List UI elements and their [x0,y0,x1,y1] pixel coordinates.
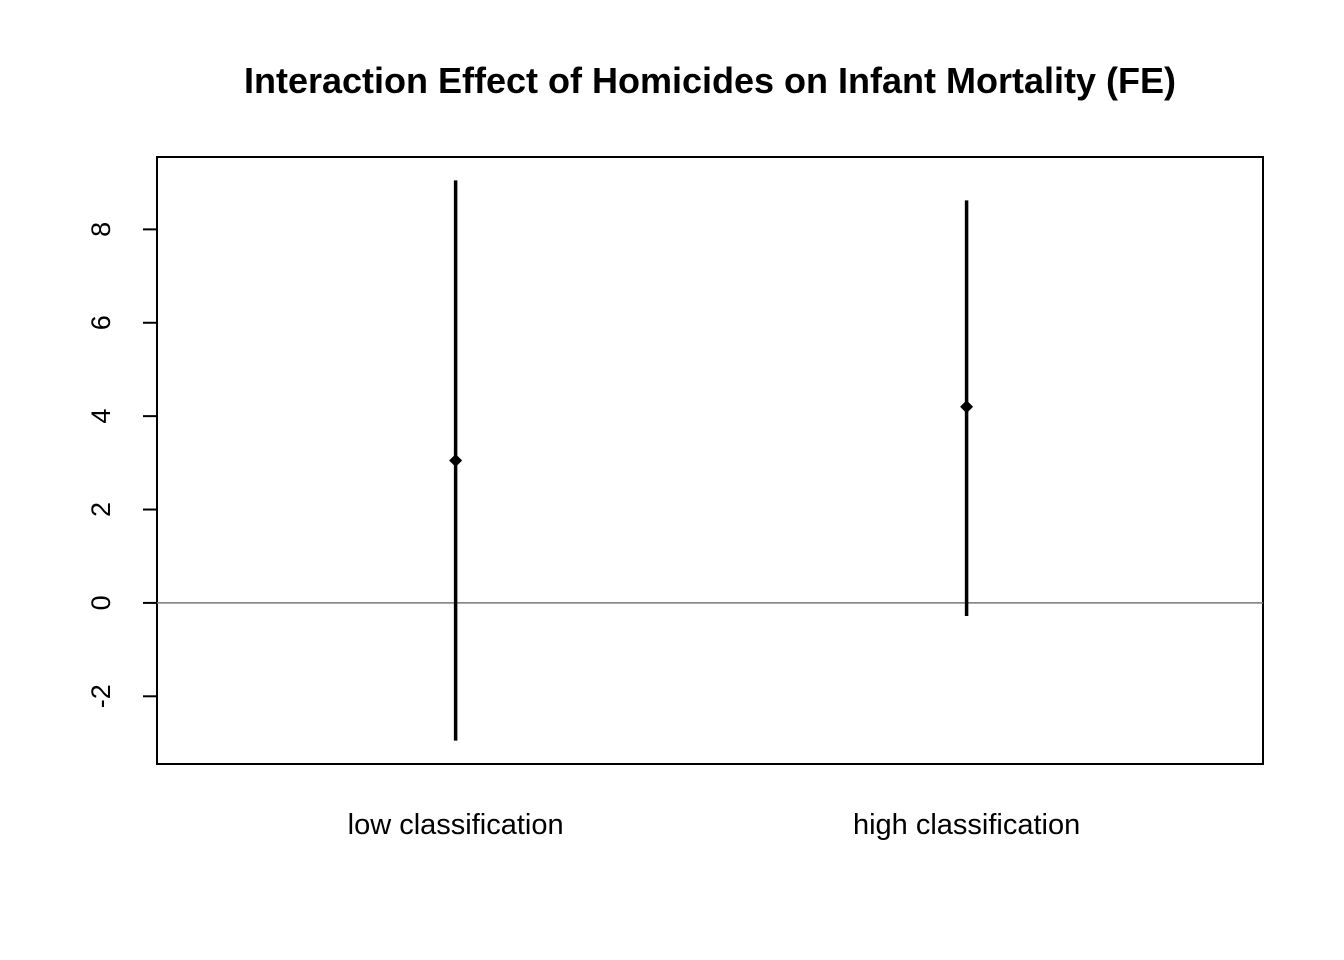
point-estimate-low [449,454,463,467]
category-label: low classification [348,809,564,841]
chart-title: Interaction Effect of Homicides on Infan… [244,60,1176,101]
y-tick-label: 8 [86,222,116,237]
y-tick-label: 0 [86,595,116,610]
point-estimate-high [960,400,974,414]
y-tick-label: 4 [86,409,116,424]
y-tick-label: 2 [86,502,116,517]
y-tick-label: 6 [86,315,116,330]
error-bars [449,180,974,741]
y-axis: -2 0 2 4 6 8 [86,222,158,708]
y-tick-label: -2 [86,684,116,708]
category-label: high classification [853,809,1080,841]
category-labels: low classification high classification [348,809,1081,841]
plot-frame [156,156,1264,765]
